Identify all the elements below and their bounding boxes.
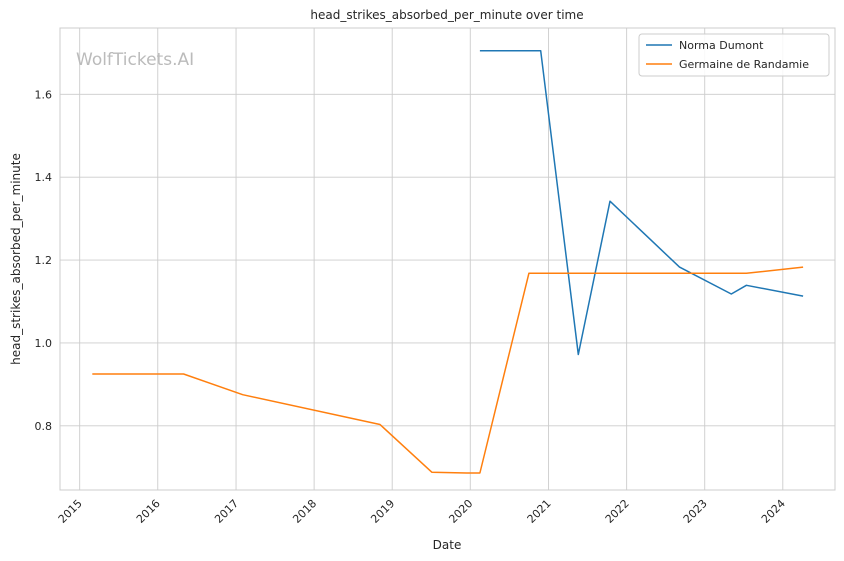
legend-label-germaine: Germaine de Randamie xyxy=(679,58,809,71)
y-axis-label: head_strikes_absorbed_per_minute xyxy=(9,153,23,365)
plot-frame xyxy=(59,27,836,491)
series-lines xyxy=(92,50,804,474)
legend: Norma Dumont Germaine de Randamie xyxy=(638,33,830,77)
series-line-1 xyxy=(92,266,804,474)
x-axis-label: Date xyxy=(433,538,462,552)
legend-box xyxy=(638,33,830,77)
series-line-0 xyxy=(479,50,804,356)
y-tick-label-0.8: 0.8 xyxy=(35,420,53,433)
watermark: WolfTickets.AI xyxy=(76,50,194,70)
y-tick-label-1.6: 1.6 xyxy=(35,88,53,101)
y-tick-label-1.4: 1.4 xyxy=(35,171,53,184)
y-tick-label-1.2: 1.2 xyxy=(35,254,53,267)
legend-label-norma: Norma Dumont xyxy=(679,39,764,52)
grid-lines xyxy=(60,28,835,490)
y-tick-labels: 0.8 1.0 1.2 1.4 1.6 xyxy=(35,88,53,432)
chart-title: head_strikes_absorbed_per_minute over ti… xyxy=(310,8,583,22)
y-tick-label-1.0: 1.0 xyxy=(35,337,53,350)
